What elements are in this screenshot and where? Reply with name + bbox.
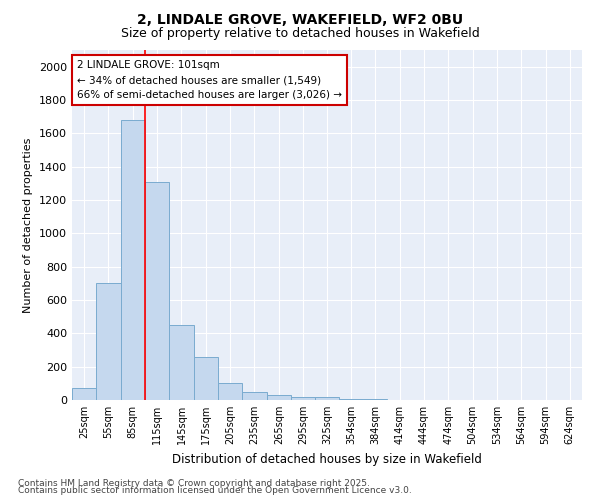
- Text: 2 LINDALE GROVE: 101sqm
← 34% of detached houses are smaller (1,549)
66% of semi: 2 LINDALE GROVE: 101sqm ← 34% of detache…: [77, 60, 342, 100]
- Bar: [121, 120, 145, 400]
- Bar: [218, 384, 242, 400]
- Bar: [169, 325, 194, 400]
- Bar: [315, 396, 339, 400]
- Y-axis label: Number of detached properties: Number of detached properties: [23, 138, 34, 312]
- Bar: [339, 399, 363, 400]
- Bar: [291, 396, 315, 400]
- Bar: [72, 388, 97, 400]
- X-axis label: Distribution of detached houses by size in Wakefield: Distribution of detached houses by size …: [172, 452, 482, 466]
- Bar: [266, 395, 291, 400]
- Bar: [363, 399, 388, 400]
- Bar: [97, 284, 121, 400]
- Text: 2, LINDALE GROVE, WAKEFIELD, WF2 0BU: 2, LINDALE GROVE, WAKEFIELD, WF2 0BU: [137, 12, 463, 26]
- Text: Contains public sector information licensed under the Open Government Licence v3: Contains public sector information licen…: [18, 486, 412, 495]
- Bar: [194, 356, 218, 400]
- Text: Contains HM Land Registry data © Crown copyright and database right 2025.: Contains HM Land Registry data © Crown c…: [18, 478, 370, 488]
- Text: Size of property relative to detached houses in Wakefield: Size of property relative to detached ho…: [121, 28, 479, 40]
- Bar: [242, 392, 266, 400]
- Bar: [145, 182, 169, 400]
